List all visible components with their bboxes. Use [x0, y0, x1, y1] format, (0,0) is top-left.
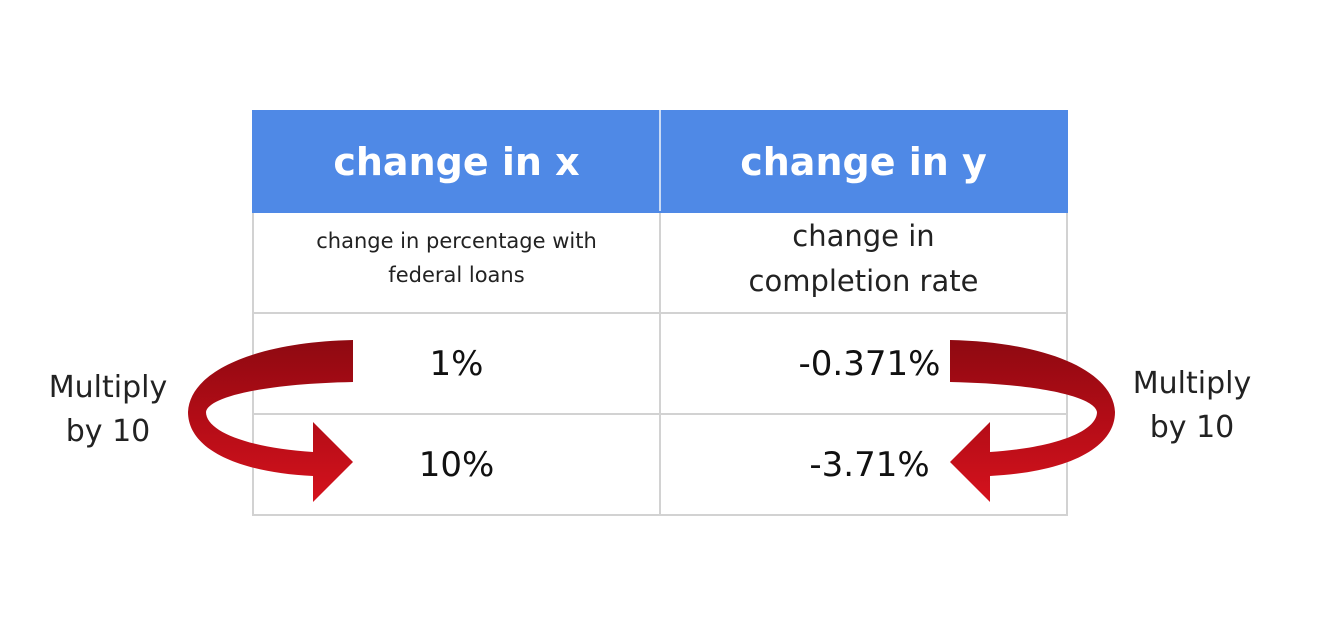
- left-annotation: Multiply by 10: [38, 366, 178, 454]
- right-annotation: Multiply by 10: [1122, 362, 1262, 450]
- right-curved-arrow-icon: [950, 340, 1115, 502]
- left-curved-arrow-icon: [188, 340, 353, 502]
